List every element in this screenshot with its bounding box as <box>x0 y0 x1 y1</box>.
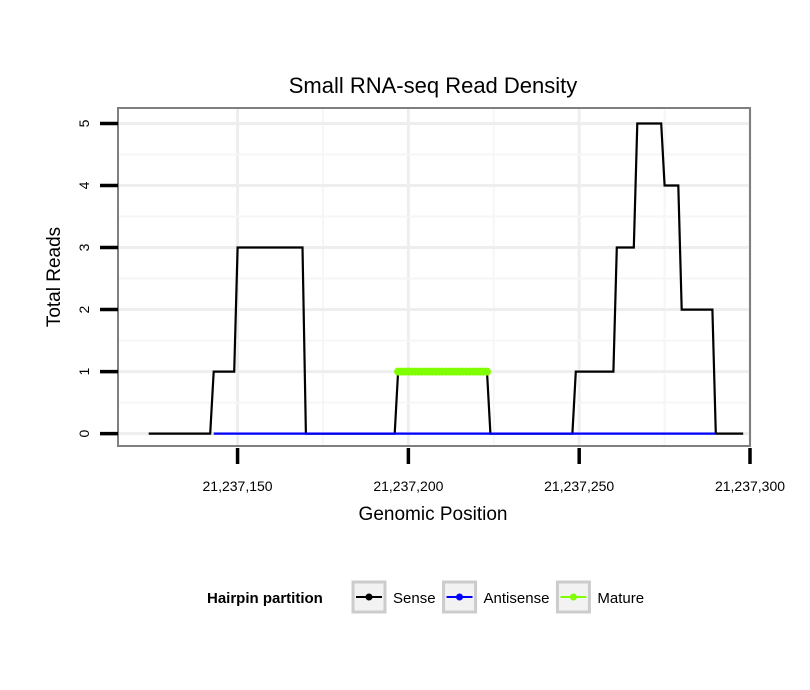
y-tick-label: 0 <box>76 429 92 437</box>
legend-item-mature: Mature <box>555 580 644 614</box>
legend-dot-antisense <box>456 593 464 601</box>
x-tick-label: 21,237,200 <box>373 478 443 494</box>
legend: Hairpin partition Sense Antisense Mature <box>207 580 644 614</box>
legend-title: Hairpin partition <box>207 590 323 607</box>
legend-label-sense: Sense <box>393 590 436 607</box>
plot-background <box>118 108 750 446</box>
legend-item-sense: Sense <box>351 580 436 614</box>
legend-dot-sense <box>365 593 373 601</box>
y-tick-label: 1 <box>76 367 92 375</box>
data-point-mature <box>483 367 491 376</box>
series-line-sense <box>148 122 744 435</box>
series-lines <box>148 122 744 435</box>
x-axis-label: Genomic Position <box>359 504 508 525</box>
chart-title: Small RNA-seq Read Density <box>289 73 578 98</box>
y-tick-label: 2 <box>76 305 92 313</box>
legend-label-antisense: Antisense <box>484 590 550 607</box>
plot-border <box>117 107 751 447</box>
x-tick-label: 21,237,300 <box>715 478 785 494</box>
y-tick-label: 3 <box>76 243 92 251</box>
legend-dot-mature <box>569 593 577 601</box>
x-tick-label: 21,237,150 <box>203 478 273 494</box>
y-axis-label: Total Reads <box>44 227 65 327</box>
y-tick-label: 5 <box>76 119 92 127</box>
y-tick-label: 4 <box>76 181 92 189</box>
x-tick-label: 21,237,250 <box>544 478 614 494</box>
y-axis: 0 1 2 3 4 5 <box>76 119 118 437</box>
x-axis: 21,237,150 21,237,200 21,237,250 21,237,300 <box>203 448 785 494</box>
legend-item-antisense: Antisense <box>442 580 550 614</box>
legend-label-mature: Mature <box>597 590 644 607</box>
